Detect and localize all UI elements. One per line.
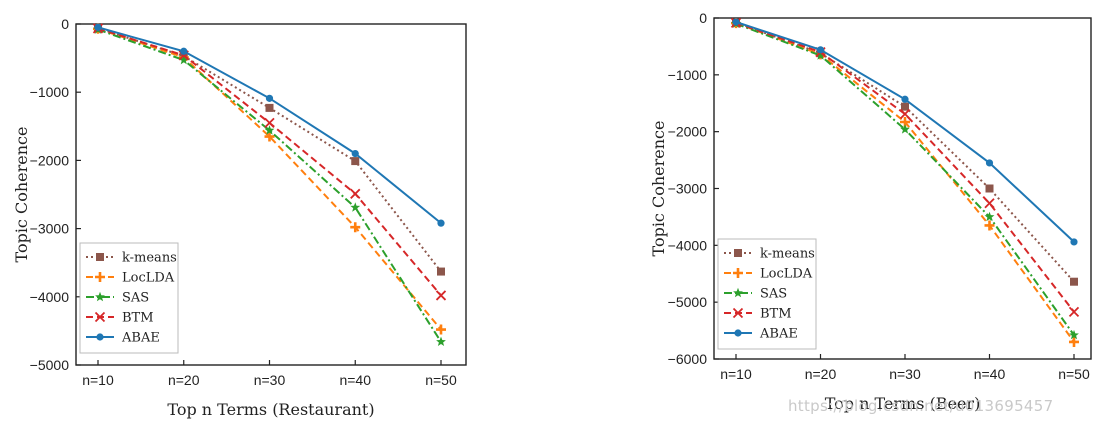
legend-label: LocLDA bbox=[760, 267, 813, 282]
y-tick-label: −3000 bbox=[30, 221, 70, 237]
legend-marker bbox=[734, 329, 742, 337]
beer-coherence-chart: 0 −1000 −2000 −3000 −4000 −5000 −6000 n=10 n=20 n… bbox=[649, 10, 1092, 413]
data-point bbox=[984, 220, 995, 231]
data-point bbox=[1069, 336, 1079, 347]
series-line bbox=[97, 28, 442, 343]
y-tick-label: 0 bbox=[61, 16, 69, 32]
data-point bbox=[351, 149, 359, 158]
y-tick-label: −3000 bbox=[668, 181, 708, 197]
y-tick-label: 0 bbox=[699, 10, 707, 26]
data-point bbox=[435, 290, 447, 301]
legend-label: k-means bbox=[760, 247, 815, 262]
y-tick-label: −4000 bbox=[668, 237, 708, 253]
data-point bbox=[732, 18, 740, 26]
x-tick-label: n=10 bbox=[720, 366, 752, 382]
data-point bbox=[180, 47, 188, 55]
data-point bbox=[94, 23, 102, 32]
legend-marker bbox=[96, 333, 104, 341]
legend-label: k-means bbox=[122, 251, 177, 266]
data-point bbox=[901, 102, 909, 111]
legend-label: ABAE bbox=[121, 331, 160, 346]
x-tick-label: n=50 bbox=[1058, 366, 1090, 382]
legend-label: SAS bbox=[122, 291, 149, 306]
legend-marker bbox=[95, 291, 105, 302]
data-point bbox=[1070, 238, 1078, 246]
data-point bbox=[351, 157, 360, 166]
legend-marker bbox=[95, 272, 105, 282]
y-tick-label: −4000 bbox=[30, 289, 70, 305]
legend-marker bbox=[96, 253, 104, 261]
y-tick-label: −6000 bbox=[668, 351, 708, 367]
legend-box bbox=[717, 238, 817, 350]
legend-label: SAS bbox=[760, 287, 787, 302]
series-abae bbox=[94, 23, 445, 227]
legend-label: ABAE bbox=[759, 327, 798, 342]
restaurant-coherence-chart: 0 −1000 −2000 −3000 −4000 −5000 n=10 n=20 n=30 n=… bbox=[12, 16, 467, 419]
data-point bbox=[264, 131, 275, 142]
data-point bbox=[265, 103, 274, 112]
x-axis-title: Top n Terms (Restaurant) bbox=[167, 400, 374, 419]
y-axis-title: Topic Coherence bbox=[12, 127, 31, 263]
y-axis-title: Topic Coherence bbox=[649, 121, 668, 257]
legend-box bbox=[79, 242, 179, 354]
data-point bbox=[265, 94, 274, 102]
x-tick-label: n=50 bbox=[425, 372, 457, 388]
series-abae bbox=[732, 18, 1078, 246]
data-point bbox=[899, 108, 911, 120]
legend-label: BTM bbox=[760, 307, 792, 322]
data-point bbox=[437, 219, 445, 227]
data-point bbox=[350, 222, 361, 233]
data-point bbox=[264, 117, 275, 129]
data-point bbox=[1069, 329, 1079, 340]
series-line bbox=[735, 21, 1075, 243]
data-point bbox=[816, 46, 825, 54]
series-line bbox=[97, 27, 442, 331]
data-point bbox=[178, 54, 189, 65]
legend-marker bbox=[732, 307, 744, 319]
data-point bbox=[1068, 306, 1080, 317]
series-line bbox=[735, 22, 1075, 336]
y-tick-label: −2000 bbox=[668, 124, 708, 140]
legend: k-means LocLDA SAS BTM ABAE bbox=[717, 238, 817, 350]
y-tick-label: −2000 bbox=[30, 152, 70, 168]
x-tick-label: n=30 bbox=[254, 372, 286, 388]
data-point bbox=[985, 184, 994, 193]
data-point bbox=[350, 202, 361, 212]
legend-marker bbox=[94, 311, 106, 323]
y-tick-label: −1000 bbox=[668, 67, 708, 83]
legend-marker bbox=[733, 287, 743, 298]
legend-label: LocLDA bbox=[122, 271, 175, 286]
data-point bbox=[984, 211, 995, 222]
x-tick-label: n=20 bbox=[168, 372, 200, 388]
data-point bbox=[1070, 277, 1078, 286]
x-tick-label: n=30 bbox=[889, 366, 921, 382]
watermark: https://blog.csdn.net/u013695457 bbox=[788, 397, 1054, 415]
data-point bbox=[436, 336, 446, 346]
data-point bbox=[985, 159, 994, 167]
legend-marker bbox=[733, 268, 743, 278]
x-tick-label: n=40 bbox=[974, 366, 1006, 382]
x-axis-title: Top n Terms (Beer) bbox=[825, 394, 981, 413]
data-point bbox=[264, 125, 275, 135]
data-point bbox=[436, 324, 446, 335]
data-point bbox=[815, 50, 826, 60]
legend-label: BTM bbox=[122, 311, 154, 326]
data-point bbox=[900, 124, 910, 134]
legend: k-means LocLDA SAS BTM ABAE bbox=[79, 242, 179, 354]
x-tick-label: n=10 bbox=[82, 372, 114, 388]
y-tick-label: −5000 bbox=[668, 294, 708, 310]
data-point bbox=[350, 188, 361, 199]
legend-marker bbox=[734, 249, 742, 257]
data-point bbox=[984, 198, 995, 209]
y-tick-label: −5000 bbox=[30, 357, 70, 373]
data-point bbox=[437, 267, 445, 276]
series-line bbox=[735, 21, 1075, 313]
x-tick-label: n=20 bbox=[805, 366, 837, 382]
y-tick-label: −1000 bbox=[30, 84, 70, 100]
x-tick-label: n=40 bbox=[339, 372, 371, 388]
data-point bbox=[901, 95, 909, 103]
plot-frame bbox=[75, 23, 467, 366]
